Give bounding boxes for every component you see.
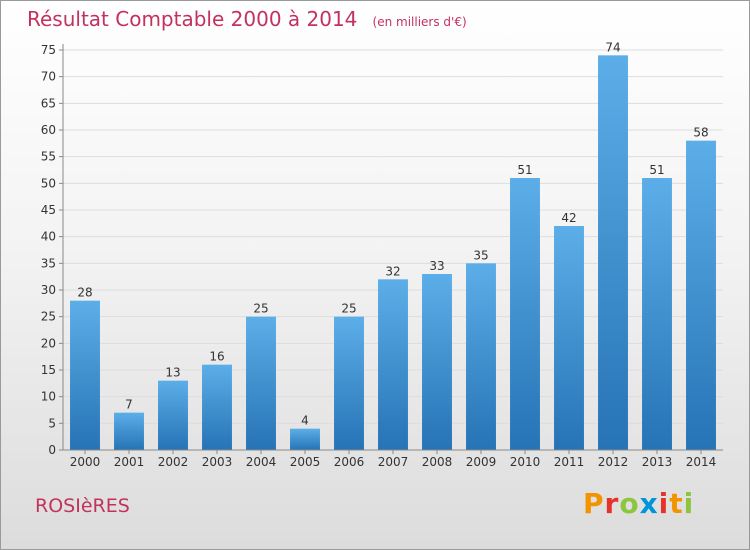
y-tick-label: 70	[41, 70, 56, 84]
brand-letter: P	[583, 487, 605, 520]
bar-2007	[378, 279, 408, 450]
bar-layer	[70, 55, 716, 450]
data-label: 7	[125, 398, 133, 412]
y-tick-label: 30	[41, 283, 56, 297]
brand-letter: o	[619, 487, 640, 520]
y-tick-label: 65	[41, 96, 56, 110]
data-label: 32	[385, 264, 400, 278]
data-label: 51	[517, 163, 532, 177]
x-tick-label: 2012	[598, 455, 629, 469]
bar-2011	[554, 226, 584, 450]
x-tick-label: 2005	[290, 455, 321, 469]
bar-2014	[686, 140, 716, 450]
x-tick-label: 2013	[642, 455, 673, 469]
brand-letter: x	[639, 487, 659, 520]
x-tick-label: 2009	[466, 455, 497, 469]
brand-letter: t	[669, 487, 684, 520]
bar-2000	[70, 300, 100, 450]
y-tick-label: 40	[41, 230, 56, 244]
bar-2013	[642, 178, 672, 450]
x-tick-label: 2010	[510, 455, 541, 469]
y-tick-label: 25	[41, 310, 56, 324]
bar-2009	[466, 263, 496, 450]
x-tick-label: 2011	[554, 455, 585, 469]
y-tick-label: 15	[41, 363, 56, 377]
data-label: 33	[429, 259, 444, 273]
x-tick-label: 2000	[70, 455, 101, 469]
bar-2005	[290, 428, 320, 450]
chart-title: Résultat Comptable 2000 à 2014	[27, 7, 358, 31]
y-tick-label: 20	[41, 336, 56, 350]
data-label: 25	[341, 302, 356, 316]
data-label: 35	[473, 248, 488, 262]
title-row: Résultat Comptable 2000 à 2014 (en milli…	[27, 7, 467, 31]
y-tick-label: 35	[41, 256, 56, 270]
y-tick-label: 55	[41, 150, 56, 164]
data-label: 16	[209, 350, 224, 364]
data-label: 74	[605, 40, 620, 54]
y-tick-label: 75	[41, 43, 56, 57]
bar-2010	[510, 178, 540, 450]
data-label: 4	[301, 414, 309, 428]
data-label: 25	[253, 302, 268, 316]
commune-name: ROSIèRES	[35, 495, 130, 517]
bar-2003	[202, 364, 232, 450]
y-tick-label: 0	[48, 443, 56, 457]
bar-2002	[158, 380, 188, 450]
brand-logo: Proxiti	[583, 487, 694, 520]
y-tick-label: 45	[41, 203, 56, 217]
bar-2004	[246, 316, 276, 450]
x-tick-label: 2007	[378, 455, 409, 469]
x-tick-label: 2003	[202, 455, 233, 469]
axis-layer: 0 5 10 15 20 25 30 35 40 45 50 55 60 65 70 75 2000 2001 20…	[41, 43, 723, 469]
data-label: 51	[649, 163, 664, 177]
y-tick-label: 50	[41, 176, 56, 190]
bar-2001	[114, 412, 144, 450]
data-label: 42	[561, 211, 576, 225]
brand-letter: i	[683, 487, 695, 520]
x-tick-label: 2004	[246, 455, 277, 469]
data-label: 58	[693, 126, 708, 140]
bar-2012	[598, 55, 628, 450]
brand-letter: i	[658, 487, 670, 520]
x-tick-label: 2002	[158, 455, 189, 469]
chart-subtitle: (en milliers d'€)	[372, 15, 467, 29]
label-layer: 28 7 13 16 25 4 25 32 33 35 51 42 74 51 58	[77, 40, 708, 427]
y-tick-label: 5	[48, 416, 56, 430]
x-tick-label: 2001	[114, 455, 145, 469]
y-tick-label: 60	[41, 123, 56, 137]
data-label: 13	[165, 366, 180, 380]
x-tick-label: 2008	[422, 455, 453, 469]
x-tick-label: 2006	[334, 455, 365, 469]
bar-2008	[422, 274, 452, 450]
brand-letter: r	[604, 487, 620, 520]
y-tick-label: 10	[41, 390, 56, 404]
x-tick-label: 2014	[686, 455, 717, 469]
data-label: 28	[77, 286, 92, 300]
bar-2006	[334, 316, 364, 450]
